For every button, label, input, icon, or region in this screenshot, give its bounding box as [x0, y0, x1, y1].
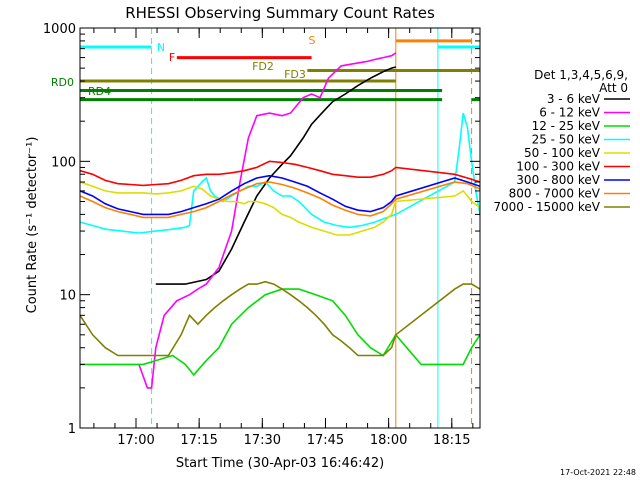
legend-label-7: 800 - 7000 keV: [509, 187, 601, 201]
y-axis: 1 10 100 1000: [43, 22, 480, 437]
series-line-4: [80, 181, 480, 236]
legend-header-line-2: Att 0: [599, 81, 628, 95]
legend-label-0: 3 - 6 keV: [547, 92, 601, 106]
legend-label-3: 25 - 50 keV: [532, 133, 601, 147]
series-line-5: [80, 160, 480, 187]
y-tick-label-2: 100: [51, 155, 76, 170]
plot-inner: [80, 28, 480, 428]
interval-label-rd4: RD4: [88, 85, 111, 98]
x-axis: 17:00 17:15 17:30 17:45 18:00 18:15: [93, 28, 474, 448]
legend-label-4: 50 - 100 keV: [524, 146, 601, 160]
interval-label-n: N: [157, 41, 165, 54]
y-tick-label-0: 1: [68, 422, 76, 437]
legend-header-line-1: Det 1,3,4,5,6,9,: [534, 68, 628, 82]
y-tick-label-1: 10: [59, 289, 76, 304]
series-line-1: [138, 52, 397, 389]
interval-label-fd2: FD2: [252, 60, 274, 73]
interval-label-rd0: RD0: [51, 76, 74, 89]
interval-label-s: S: [309, 34, 316, 47]
x-tick-label-0: 17:00: [117, 433, 154, 448]
chart-title: RHESSI Observing Summary Count Rates: [125, 4, 435, 22]
plot-frame: [79, 27, 481, 429]
x-axis-label: Start Time (30-Apr-03 16:46:42): [176, 456, 384, 471]
series-line-6: [80, 174, 480, 216]
series-line-2: [80, 288, 480, 377]
plot-area: N S F FD2 FD3 RD0 RD4: [51, 27, 481, 429]
interval-label-f: F: [169, 51, 175, 64]
series-line-0: [155, 66, 397, 285]
legend-label-5: 100 - 300 keV: [516, 160, 600, 174]
x-tick-label-1: 17:15: [180, 433, 217, 448]
x-tick-label-5: 18:15: [433, 433, 470, 448]
x-tick-label-2: 17:30: [244, 433, 281, 448]
legend-label-6: 300 - 800 keV: [516, 173, 600, 187]
y-tick-label-3: 1000: [43, 22, 76, 37]
series-line-7: [80, 181, 480, 219]
legend-label-2: 12 - 25 keV: [532, 119, 601, 133]
y-axis-label: Count Rate (s⁻¹ detector⁻¹): [25, 137, 40, 314]
x-tick-label-4: 18:00: [370, 433, 407, 448]
series-line-8: [80, 280, 480, 357]
timestamp: 17-Oct-2021 22:48: [560, 468, 636, 477]
legend-label-8: 7000 - 15000 keV: [493, 200, 600, 214]
x-tick-label-3: 17:45: [307, 433, 344, 448]
series-line-3: [80, 112, 480, 234]
legend-label-1: 6 - 12 keV: [539, 106, 601, 120]
interval-label-fd3: FD3: [284, 68, 306, 81]
